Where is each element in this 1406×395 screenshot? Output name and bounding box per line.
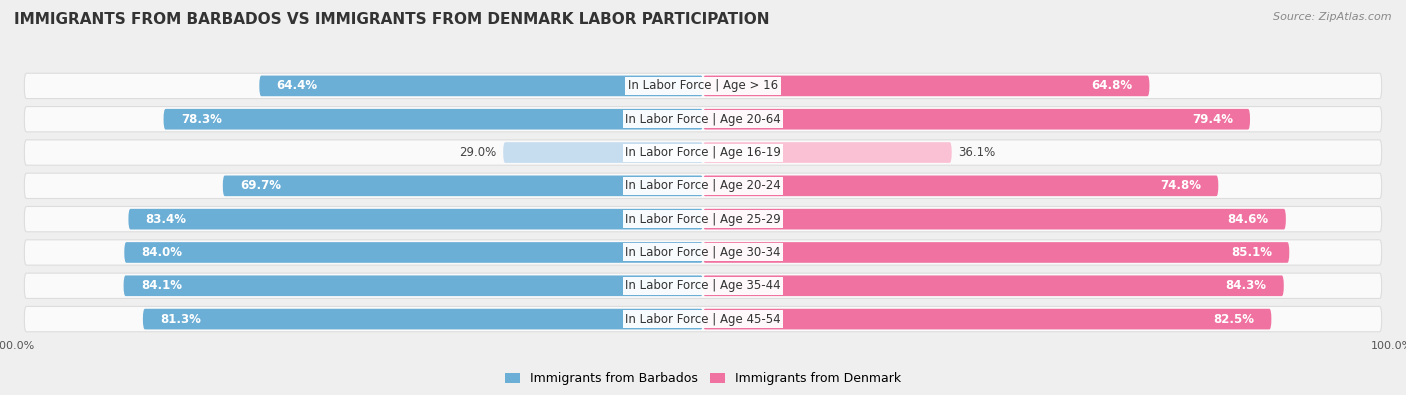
- Text: 78.3%: 78.3%: [181, 113, 222, 126]
- FancyBboxPatch shape: [222, 175, 703, 196]
- Text: In Labor Force | Age 25-29: In Labor Force | Age 25-29: [626, 213, 780, 226]
- Text: 82.5%: 82.5%: [1213, 312, 1254, 325]
- Text: Source: ZipAtlas.com: Source: ZipAtlas.com: [1274, 12, 1392, 22]
- FancyBboxPatch shape: [128, 209, 703, 229]
- Text: 64.4%: 64.4%: [277, 79, 318, 92]
- FancyBboxPatch shape: [24, 240, 1382, 265]
- FancyBboxPatch shape: [703, 175, 1219, 196]
- Text: 64.8%: 64.8%: [1091, 79, 1132, 92]
- Legend: Immigrants from Barbados, Immigrants from Denmark: Immigrants from Barbados, Immigrants fro…: [499, 367, 907, 390]
- FancyBboxPatch shape: [24, 107, 1382, 132]
- FancyBboxPatch shape: [703, 142, 952, 163]
- Text: IMMIGRANTS FROM BARBADOS VS IMMIGRANTS FROM DENMARK LABOR PARTICIPATION: IMMIGRANTS FROM BARBADOS VS IMMIGRANTS F…: [14, 12, 769, 27]
- FancyBboxPatch shape: [703, 275, 1284, 296]
- Text: 85.1%: 85.1%: [1232, 246, 1272, 259]
- Text: In Labor Force | Age 45-54: In Labor Force | Age 45-54: [626, 312, 780, 325]
- Text: In Labor Force | Age 30-34: In Labor Force | Age 30-34: [626, 246, 780, 259]
- FancyBboxPatch shape: [703, 242, 1289, 263]
- Text: In Labor Force | Age > 16: In Labor Force | Age > 16: [628, 79, 778, 92]
- FancyBboxPatch shape: [703, 109, 1250, 130]
- FancyBboxPatch shape: [24, 273, 1382, 299]
- Text: 84.1%: 84.1%: [141, 279, 181, 292]
- Text: 29.0%: 29.0%: [460, 146, 496, 159]
- FancyBboxPatch shape: [259, 75, 703, 96]
- Text: 84.6%: 84.6%: [1227, 213, 1268, 226]
- Text: 36.1%: 36.1%: [959, 146, 995, 159]
- FancyBboxPatch shape: [24, 140, 1382, 165]
- Text: 83.4%: 83.4%: [146, 213, 187, 226]
- FancyBboxPatch shape: [163, 109, 703, 130]
- Text: 84.3%: 84.3%: [1226, 279, 1267, 292]
- FancyBboxPatch shape: [24, 73, 1382, 99]
- Text: In Labor Force | Age 16-19: In Labor Force | Age 16-19: [626, 146, 780, 159]
- FancyBboxPatch shape: [503, 142, 703, 163]
- FancyBboxPatch shape: [24, 307, 1382, 332]
- Text: 81.3%: 81.3%: [160, 312, 201, 325]
- FancyBboxPatch shape: [24, 207, 1382, 232]
- FancyBboxPatch shape: [143, 309, 703, 329]
- FancyBboxPatch shape: [703, 75, 1150, 96]
- Text: In Labor Force | Age 20-64: In Labor Force | Age 20-64: [626, 113, 780, 126]
- Text: In Labor Force | Age 20-24: In Labor Force | Age 20-24: [626, 179, 780, 192]
- Text: 79.4%: 79.4%: [1192, 113, 1233, 126]
- FancyBboxPatch shape: [24, 173, 1382, 199]
- FancyBboxPatch shape: [703, 209, 1286, 229]
- FancyBboxPatch shape: [124, 242, 703, 263]
- Text: 84.0%: 84.0%: [142, 246, 183, 259]
- Text: 69.7%: 69.7%: [240, 179, 281, 192]
- Text: In Labor Force | Age 35-44: In Labor Force | Age 35-44: [626, 279, 780, 292]
- FancyBboxPatch shape: [703, 309, 1271, 329]
- FancyBboxPatch shape: [124, 275, 703, 296]
- Text: 74.8%: 74.8%: [1160, 179, 1201, 192]
